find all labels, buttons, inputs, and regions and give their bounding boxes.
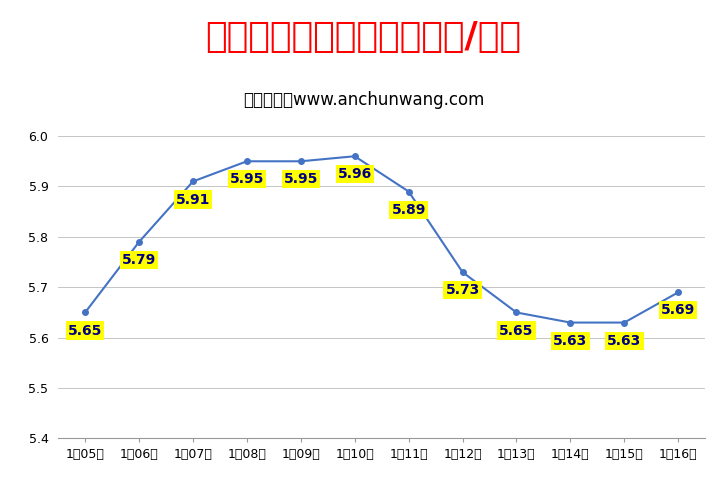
Text: 5.95: 5.95 — [230, 172, 264, 186]
Text: 5.91: 5.91 — [176, 193, 210, 207]
Text: 5.65: 5.65 — [499, 324, 534, 338]
Text: 5.73: 5.73 — [446, 283, 480, 297]
Text: 5.65: 5.65 — [68, 324, 103, 338]
Text: 5.89: 5.89 — [391, 203, 426, 217]
Text: 全国鹌鹑蛋均价走势图（元/斤）: 全国鹌鹑蛋均价走势图（元/斤） — [206, 20, 521, 54]
Text: 5.95: 5.95 — [284, 172, 318, 186]
Text: 中国鹌鹑网www.anchunwang.com: 中国鹌鹑网www.anchunwang.com — [243, 91, 484, 109]
Text: 5.69: 5.69 — [661, 303, 695, 318]
Text: 5.96: 5.96 — [337, 167, 371, 181]
Text: 5.63: 5.63 — [553, 334, 587, 348]
Text: 5.63: 5.63 — [607, 334, 641, 348]
Text: 5.79: 5.79 — [122, 253, 156, 267]
